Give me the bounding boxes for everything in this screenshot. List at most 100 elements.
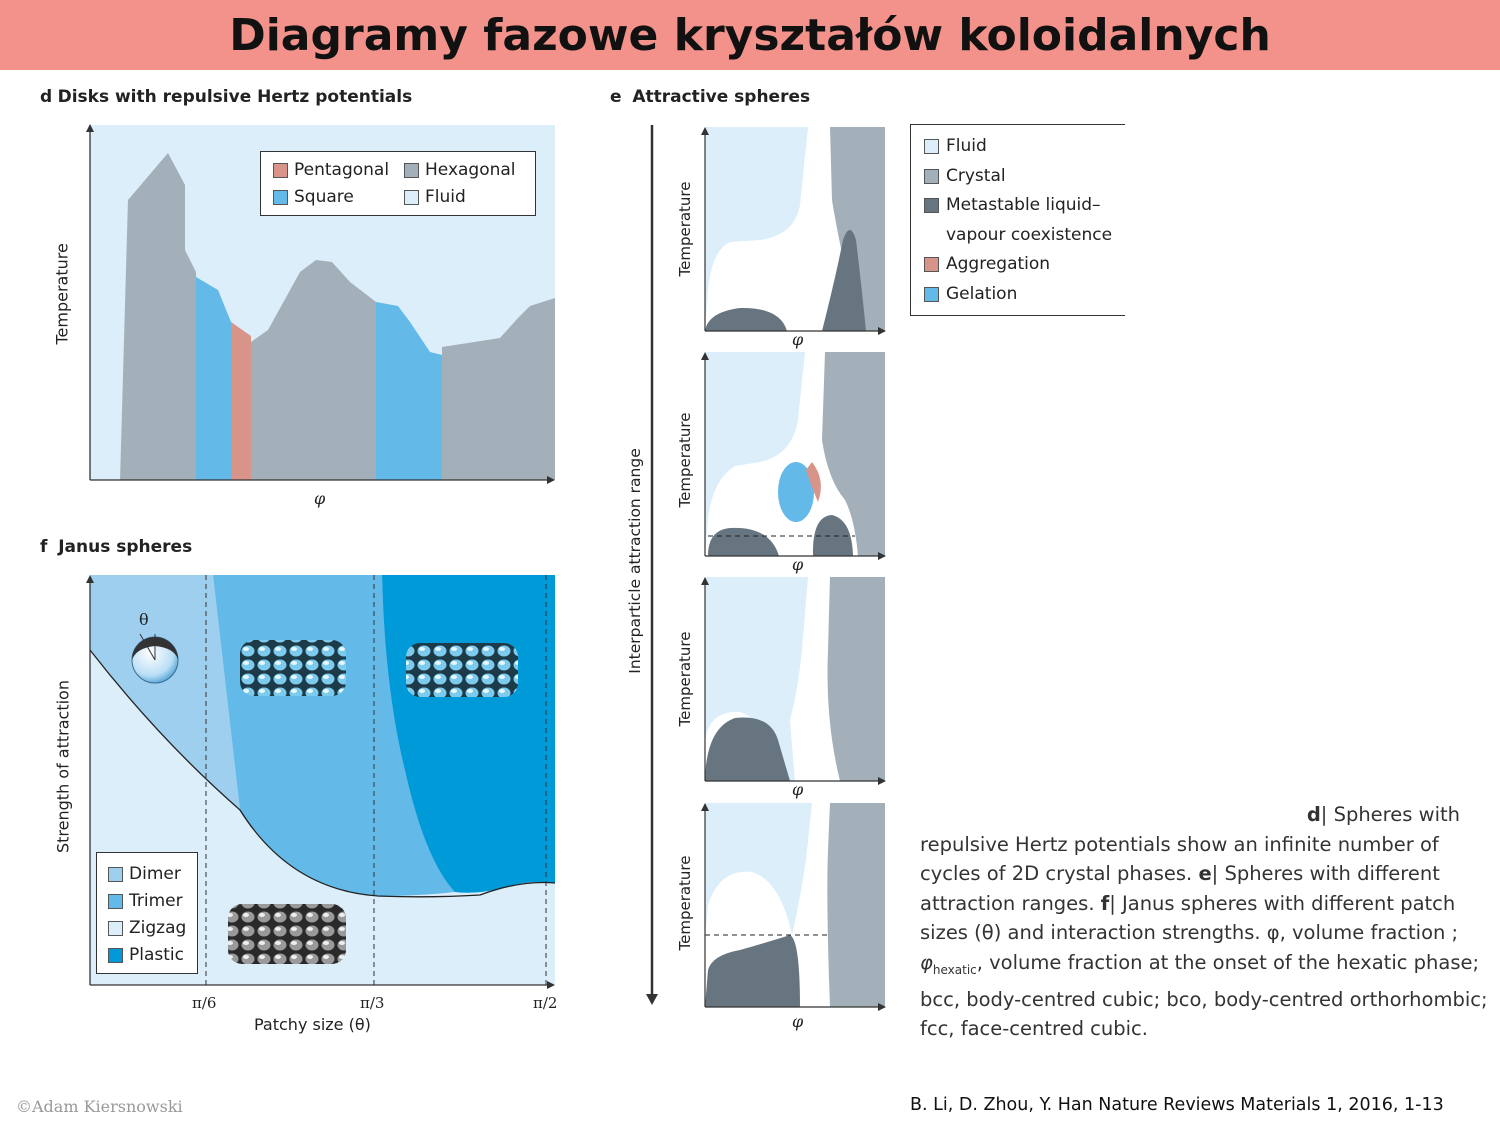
phase-boundary — [89, 649, 556, 898]
caption-phi-hex-sub: hexatic — [932, 962, 977, 977]
metastable-region — [708, 527, 779, 556]
legend-swatch-square — [273, 190, 288, 205]
tick-pi-2: π/2 — [533, 994, 558, 1012]
zigzag-lattice-image — [228, 904, 346, 964]
panel-f-title-text: Janus spheres — [58, 537, 193, 557]
panel-f-xlabel: Patchy size (θ) — [254, 1015, 371, 1034]
panel-d-ylabel: Temperature — [52, 243, 72, 345]
panel-e-ylabel-3: Temperature — [676, 631, 694, 727]
metastable-region — [822, 230, 866, 331]
panel-e-letter: e — [610, 87, 622, 107]
citation: B. Li, D. Zhou, Y. Han Nature Reviews Ma… — [910, 1095, 1444, 1115]
legend-crystal: Crystal — [946, 166, 1006, 186]
legend-swatch-fluid — [924, 139, 939, 154]
gelation-region — [778, 462, 814, 522]
fluid-region — [705, 127, 808, 331]
panel-f-title: f Janus spheres — [40, 537, 192, 557]
figure-caption: d| Spheres with repulsive Hertz potentia… — [920, 800, 1495, 1044]
legend-swatch-gelation — [924, 287, 939, 302]
metastable-region — [705, 935, 800, 1007]
legend-swatch-metastable — [924, 198, 939, 213]
legend-pentagonal: Pentagonal — [294, 160, 390, 180]
crystal-region — [827, 803, 885, 1007]
slide-title: Diagramy fazowe kryształów koloidalnych — [229, 10, 1271, 61]
legend-swatch-trimer — [108, 894, 123, 909]
legend-swatch-hexagonal — [404, 163, 419, 178]
legend-swatch-dimer — [108, 867, 123, 882]
legend-swatch-crystal — [924, 169, 939, 184]
panel-e-title: e Attractive spheres — [610, 87, 810, 107]
caption-phi-hex-def: , volume fraction at the onset of the he… — [920, 950, 1488, 1041]
caption-d-letter: d — [1306, 803, 1321, 826]
caption-f-text: | Janus spheres with different patch siz… — [920, 891, 1456, 945]
panel-e-subplot-1 — [701, 127, 886, 335]
panel-f-legend: Dimer Trimer Zigzag Plastic — [96, 852, 198, 974]
panel-e-subplot-4 — [701, 803, 886, 1011]
square-region — [376, 302, 442, 480]
panel-e-subplot-2 — [701, 352, 886, 560]
legend-fluid: Fluid — [425, 187, 466, 207]
panel-e-ylabel-1: Temperature — [676, 181, 694, 277]
legend-dimer: Dimer — [129, 864, 181, 884]
fluid-region — [705, 803, 812, 940]
caption-phi-hex: φ — [920, 950, 933, 974]
caption-f-letter: f — [1100, 891, 1110, 915]
tick-pi-6: π/6 — [192, 994, 217, 1012]
panel-e-subplot-3 — [701, 577, 886, 785]
legend-plastic: Plastic — [129, 945, 184, 965]
hexagonal-region — [442, 298, 555, 480]
metastable-region — [705, 717, 790, 781]
copyright: ©Adam Kiersnowski — [16, 1097, 183, 1116]
tick-pi-3: π/3 — [360, 994, 385, 1012]
trimer-lattice-image — [240, 640, 346, 696]
fluid-region — [705, 352, 805, 556]
panel-d-title: d Disks with repulsive Hertz potentials — [40, 87, 412, 107]
legend-swatch-plastic — [108, 948, 123, 963]
pentagonal-region — [231, 322, 251, 480]
metastable-region — [812, 515, 853, 556]
caption-e-letter: e — [1198, 862, 1212, 885]
panel-e-range-label: Interparticle attraction range — [626, 448, 644, 674]
panel-e-ylabel-2: Temperature — [676, 412, 694, 508]
panel-e-title-text: Attractive spheres — [632, 87, 811, 107]
title-bar: Diagramy fazowe kryształów koloidalnych — [0, 0, 1500, 70]
panel-f-plot — [86, 575, 556, 989]
panel-e-xlabel-2: φ — [792, 555, 804, 574]
panel-e-xlabel-1: φ — [792, 330, 804, 349]
attraction-range-arrow — [646, 125, 658, 1005]
fluid-region — [705, 577, 808, 781]
aggregation-region — [806, 462, 821, 502]
panel-e-ylabel-4: Temperature — [676, 855, 694, 951]
legend-swatch-zigzag — [108, 921, 123, 936]
crystal-region — [830, 127, 885, 331]
legend-swatch-aggregation — [924, 257, 939, 272]
legend-swatch-fluid — [404, 190, 419, 205]
legend-square: Square — [294, 187, 354, 207]
legend-hexagonal: Hexagonal — [425, 160, 516, 180]
metastable-region — [705, 307, 787, 331]
panel-d-legend: Pentagonal Hexagonal Square Fluid — [260, 151, 536, 216]
panel-d-title-text: Disks with repulsive Hertz potentials — [57, 87, 413, 107]
panel-e-legend: Fluid Crystal Metastable liquid– vapour … — [910, 124, 1125, 316]
panel-d-xlabel: φ — [314, 489, 326, 508]
theta-label: θ — [139, 610, 149, 629]
legend-trimer: Trimer — [129, 891, 183, 911]
panel-e-xlabel-4: φ — [792, 1012, 804, 1031]
legend-metastable-line1: Metastable liquid– — [946, 195, 1101, 215]
legend-aggregation: Aggregation — [946, 254, 1051, 274]
hexagonal-region — [120, 153, 196, 480]
legend-zigzag: Zigzag — [129, 918, 187, 938]
legend-fluid: Fluid — [946, 136, 987, 156]
dimer-region — [90, 575, 240, 810]
legend-swatch-pentagonal — [273, 163, 288, 178]
hexagonal-region — [251, 260, 376, 480]
caption-phi-def: φ, volume fraction ; — [1266, 921, 1459, 944]
caption-e-text: | Spheres with different attraction rang… — [920, 862, 1440, 915]
panel-f-ylabel: Strength of attraction — [53, 680, 73, 853]
legend-gelation: Gelation — [946, 284, 1018, 304]
square-region — [196, 277, 231, 480]
crystal-region — [822, 352, 885, 556]
plastic-lattice-image — [406, 643, 518, 697]
caption-d-text-first: | Spheres with — [1320, 803, 1460, 826]
crystal-region — [827, 577, 885, 781]
